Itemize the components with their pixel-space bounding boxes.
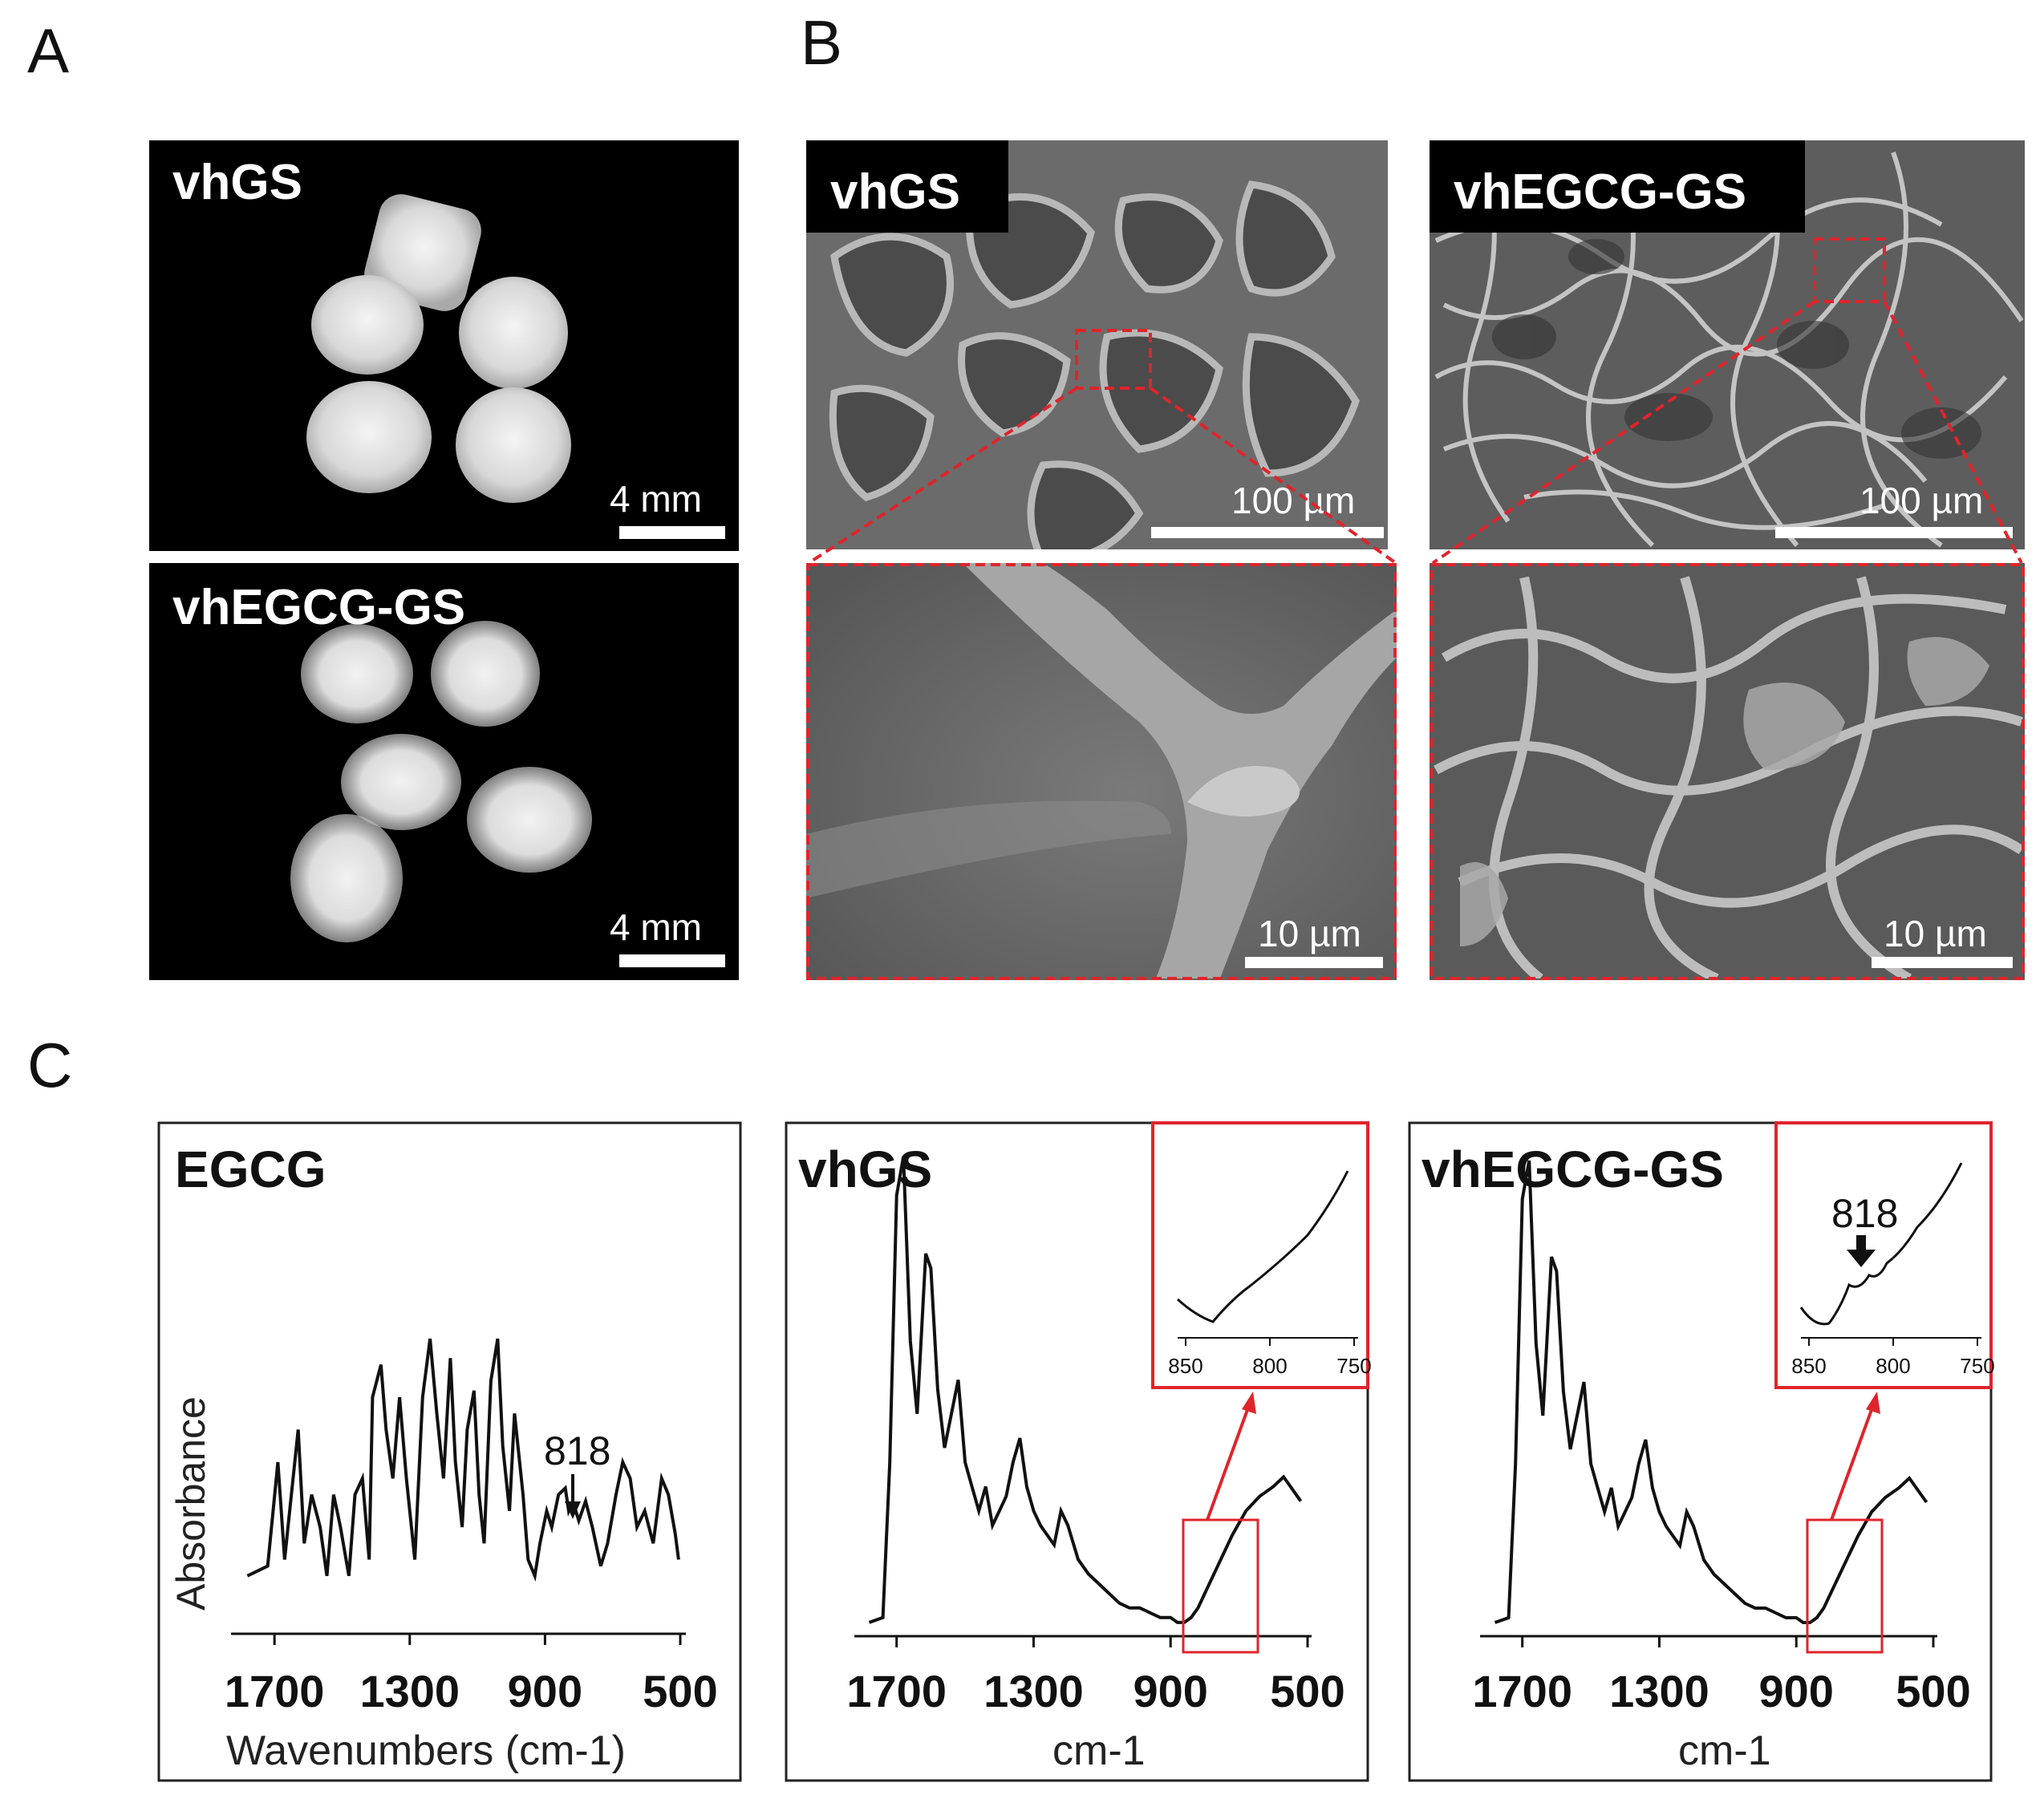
title-box xyxy=(1430,140,1805,233)
x-tick-label: 900 xyxy=(1134,1666,1208,1716)
peak-annotation: 818 xyxy=(544,1428,610,1473)
inset-region xyxy=(1806,1518,1884,1654)
inset-ticks: 850 800 750 xyxy=(1168,1338,1372,1378)
zoom-connectors xyxy=(807,300,2023,565)
scale-label: 100 µm xyxy=(1231,480,1355,521)
inset-tick-label: 800 xyxy=(1876,1354,1910,1378)
sponge-pucks xyxy=(306,194,571,503)
x-axis-label: cm-1 xyxy=(1678,1728,1771,1774)
x-tick-label: 500 xyxy=(643,1666,717,1716)
arrow-icon xyxy=(1847,1235,1876,1267)
inset-tick-label: 850 xyxy=(1791,1354,1826,1378)
x-ticks: 1700 1300 900 500 xyxy=(1472,1636,1971,1716)
arrow-icon xyxy=(565,1474,581,1519)
inset-frame xyxy=(1151,1121,1369,1389)
inset-tick-label: 750 xyxy=(1960,1354,1994,1378)
scale-label: 100 µm xyxy=(1859,480,1983,521)
x-tick-label: 900 xyxy=(508,1666,582,1716)
sem-vhegcg-gs-zoom: 10 µm xyxy=(1430,563,2025,980)
zoom-frame xyxy=(806,563,1397,980)
inset-series-line xyxy=(1799,1162,1963,1326)
chart-egcg: EGCG 1700 1300 900 500 818 Wavenumbers (cm-… xyxy=(157,1121,742,1782)
panel-label-a: A xyxy=(27,15,69,86)
scale-label: 4 mm xyxy=(610,478,702,520)
x-ticks: 1700 1300 900 500 xyxy=(846,1636,1345,1716)
chart-title: vhEGCG-GS xyxy=(1421,1141,1724,1198)
x-tick-label: 1700 xyxy=(846,1666,947,1716)
scale-bar xyxy=(1151,527,1384,538)
x-ticks: 1700 1300 900 500 xyxy=(225,1634,718,1716)
chart-title: vhGS xyxy=(798,1141,932,1198)
sem-vhgs-overview: vhGS 100 µm xyxy=(806,140,1388,549)
x-tick-label: 1300 xyxy=(1609,1666,1709,1716)
x-tick-label: 500 xyxy=(1270,1666,1344,1716)
zoom-region xyxy=(1813,237,1886,303)
inset-tick-label: 850 xyxy=(1168,1354,1202,1378)
scale-bar xyxy=(619,954,725,967)
panel-label-b: B xyxy=(801,7,842,78)
scale-label: 10 µm xyxy=(1258,913,1361,954)
inset-arrow-icon xyxy=(1206,1392,1256,1521)
x-tick-label: 1700 xyxy=(225,1666,325,1716)
scale-label: 10 µm xyxy=(1884,913,1987,954)
chart-frame xyxy=(785,1121,1369,1782)
series-line xyxy=(868,1156,1303,1624)
x-axis-label: Wavenumbers (cm-1) xyxy=(226,1728,626,1774)
series-line xyxy=(246,1338,680,1582)
photo-vhgs: vhGS 4 mm xyxy=(149,140,739,551)
scale-bar xyxy=(619,526,725,539)
inset: 850 800 750 818 xyxy=(1774,1121,1995,1389)
title-box xyxy=(806,140,1008,233)
x-tick-label: 1300 xyxy=(359,1666,460,1716)
scale-bar xyxy=(1872,957,2013,968)
sem-vhgs-zoom: 10 µm xyxy=(806,563,1397,980)
chart-title: EGCG xyxy=(175,1141,326,1198)
photo-title-vhgs: vhGS xyxy=(172,155,302,210)
series-line xyxy=(1494,1160,1928,1624)
panel-label-c: C xyxy=(27,1030,72,1100)
x-tick-label: 1300 xyxy=(983,1666,1084,1716)
x-tick-label: 500 xyxy=(1896,1666,1970,1716)
inset-frame xyxy=(1774,1121,1993,1389)
zoom-region xyxy=(1075,329,1152,390)
inset-tick-label: 750 xyxy=(1336,1354,1371,1378)
inset-ticks: 850 800 750 xyxy=(1791,1338,1995,1378)
peak-annotation: 818 xyxy=(1831,1191,1898,1236)
scale-bar xyxy=(1775,527,2013,538)
inset-arrow-icon xyxy=(1830,1392,1880,1521)
scale-bar xyxy=(1245,957,1383,968)
fibrous-sponges xyxy=(290,621,592,942)
x-tick-label: 1700 xyxy=(1472,1666,1572,1716)
scale-label: 4 mm xyxy=(610,906,702,948)
sem-title-vhegcg-gs: vhEGCG-GS xyxy=(1454,164,1746,220)
x-tick-label: 900 xyxy=(1759,1666,1834,1716)
inset-tick-label: 800 xyxy=(1252,1354,1287,1378)
photo-title-vhegcg-gs: vhEGCG-GS xyxy=(172,580,465,635)
sem-vhegcg-gs-overview: vhEGCG-GS 100 µm xyxy=(1430,140,2025,549)
chart-frame xyxy=(1408,1121,1993,1782)
x-axis-label: cm-1 xyxy=(1052,1728,1146,1774)
photo-vhegcg-gs: vhEGCG-GS 4 mm xyxy=(149,563,739,980)
inset-series-line xyxy=(1176,1170,1349,1323)
zoom-frame xyxy=(1430,563,2025,980)
inset-region xyxy=(1182,1518,1259,1654)
chart-frame xyxy=(157,1121,742,1782)
y-axis-label: Absorbance xyxy=(168,1396,213,1611)
inset: 850 800 750 xyxy=(1151,1121,1372,1389)
sem-title-vhgs: vhGS xyxy=(830,164,960,220)
chart-vhgs: vhGS 1700 1300 900 500 850 800 750 cm-1 xyxy=(785,1121,1372,1782)
chart-vhegcg-gs: vhEGCG-GS 1700 1300 900 500 850 800 750 818 c… xyxy=(1408,1121,1995,1782)
